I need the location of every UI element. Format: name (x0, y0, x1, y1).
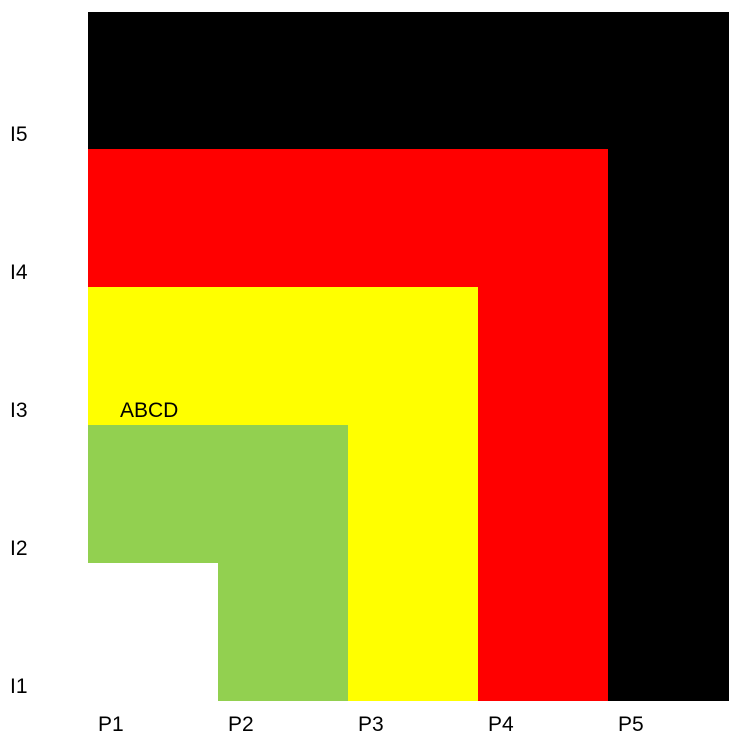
row-label-i1: I1 (10, 675, 28, 698)
column-label-p2: P2 (228, 713, 254, 736)
column-label-p1: P1 (98, 713, 124, 736)
row-label-i2: I2 (10, 537, 28, 560)
row-label-i4: I4 (10, 261, 28, 284)
zone-1 (88, 563, 218, 701)
zone-annotation-label: ABCD (120, 399, 179, 422)
column-label-p3: P3 (358, 713, 384, 736)
column-label-p5: P5 (618, 713, 644, 736)
column-label-p4: P4 (488, 713, 514, 736)
row-label-i3: I3 (10, 399, 28, 422)
row-label-i5: I5 (10, 123, 28, 146)
